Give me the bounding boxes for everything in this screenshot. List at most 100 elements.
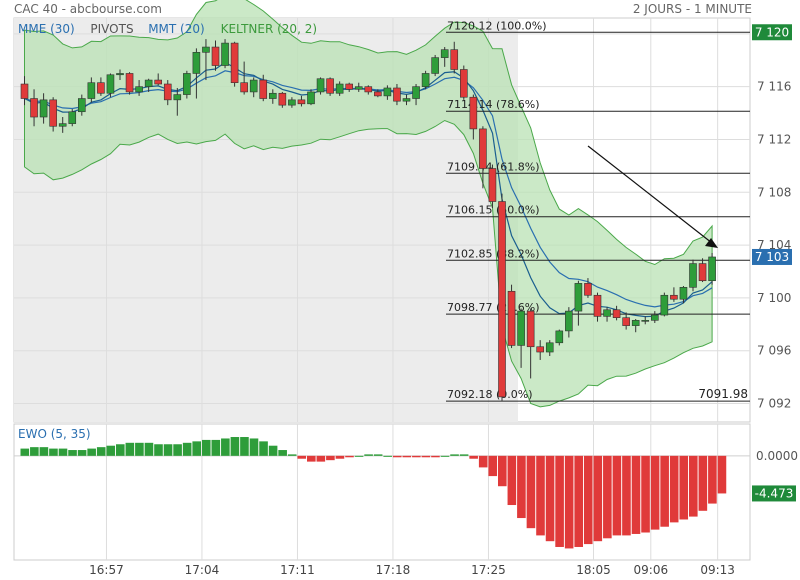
candle-body <box>297 99 306 105</box>
candle-body <box>106 74 115 94</box>
candle-body <box>335 83 344 94</box>
candle-body <box>440 49 449 58</box>
ewo-bar <box>221 438 230 456</box>
candle-body <box>135 86 143 93</box>
ewo-bar <box>154 444 163 456</box>
ewo-last-text: -4.473 <box>755 486 794 500</box>
ewo-bar <box>708 455 717 504</box>
candle-body <box>230 42 239 83</box>
ewo-bar <box>249 438 259 456</box>
ewo-bar <box>182 442 192 456</box>
fib-label: 7109.44 (61.8%) <box>447 160 540 173</box>
candle-body <box>39 99 48 118</box>
candle-body <box>565 310 573 332</box>
ewo-bar <box>488 455 498 477</box>
ewo-bar <box>211 439 221 456</box>
chart-title: CAC 40 - abcbourse.com <box>14 2 162 16</box>
axes: 16:57 17:04 17:11 17:18 17:25 18:05 09:06 09:13… <box>89 24 798 577</box>
legend-item: KELTNER (20, 2) <box>221 22 317 36</box>
fib-label: 7114.14 (78.6%) <box>447 98 540 111</box>
ewo-bar <box>660 455 669 527</box>
ewo-bar <box>87 448 96 456</box>
ewo-bar <box>478 455 488 468</box>
ewo-bar <box>603 455 612 539</box>
keltner-channel <box>24 0 713 408</box>
candle-body <box>545 342 554 353</box>
candle-body <box>202 46 210 53</box>
ewo-bar <box>412 455 421 458</box>
ewo-bar <box>125 442 135 456</box>
ewo-bar <box>68 450 77 456</box>
ewo-bar <box>49 448 58 456</box>
candle-body <box>526 310 535 348</box>
x-tick-label: 16:57 <box>89 563 124 577</box>
x-tick-label: 17:11 <box>280 563 315 577</box>
candle-body <box>345 83 354 90</box>
candle-body <box>517 310 525 346</box>
candle-body <box>144 79 153 87</box>
candle-body <box>87 82 96 99</box>
candle-body <box>698 263 707 282</box>
candle-body <box>393 87 401 102</box>
ewo-bar <box>421 455 431 458</box>
ewo-bar <box>240 437 249 456</box>
x-tick-label: 17:25 <box>471 563 506 577</box>
high-price-marker-box <box>752 24 792 41</box>
candle-body <box>412 86 420 99</box>
ewo-bar <box>278 450 287 456</box>
candle-body <box>288 99 296 106</box>
candle-body <box>211 46 220 66</box>
ewo-bar <box>259 441 268 456</box>
candle-body <box>97 82 105 94</box>
ewo-bar <box>268 445 278 456</box>
ewo-bar <box>498 455 507 487</box>
candle-body <box>307 91 315 105</box>
high-price-marker-text: 7 120 <box>755 25 789 39</box>
candle-body <box>641 320 650 322</box>
fib-label: 7098.77 (23.6%) <box>447 301 540 314</box>
candle-body <box>402 98 411 102</box>
ewo-bar <box>30 447 39 456</box>
ewo-title: EWO (5, 35) <box>18 427 91 441</box>
ewo-bar <box>135 442 144 456</box>
y-tick-label: 7 108 <box>757 185 791 199</box>
ewo-bar <box>593 455 603 542</box>
low-note: 7091.98 <box>698 387 748 401</box>
x-tick-label: 17:18 <box>376 563 411 577</box>
candle-body <box>679 287 688 300</box>
candle-body <box>364 86 373 93</box>
ewo-bar <box>574 455 583 547</box>
ewo-bar <box>287 454 297 456</box>
candle-body <box>584 283 592 296</box>
ewo-bar <box>545 455 555 542</box>
candle-body <box>660 294 669 316</box>
ewo-bar <box>669 455 679 523</box>
ewo-bar <box>689 455 698 517</box>
fib-label: 7106.15 (50.0%) <box>447 204 540 217</box>
ewo-bar <box>517 455 526 519</box>
ewo-last-box <box>752 485 796 502</box>
candle-body <box>68 111 77 124</box>
candle-body <box>670 294 678 300</box>
candle-body <box>20 83 29 99</box>
candle-body <box>603 309 611 317</box>
candle-body <box>536 346 545 353</box>
y-tick-label: 7 116 <box>757 80 791 94</box>
ewo-bar <box>536 455 545 536</box>
candle-body <box>708 256 716 282</box>
ewo-bar <box>307 455 316 462</box>
ewo-bar <box>373 454 383 456</box>
y-tick-label: 7 100 <box>757 291 791 305</box>
ewo-bar <box>564 455 574 549</box>
legend-item: PIVOTS <box>90 22 133 36</box>
candle-body <box>116 73 124 76</box>
ewo-panel-frame <box>13 423 751 561</box>
candle-body <box>488 168 497 202</box>
y-tick-label: 7 092 <box>757 397 791 411</box>
ewo-bar <box>96 447 106 456</box>
keltner-band <box>24 0 713 408</box>
legend: MME (30) PIVOTS MMT (20) KELTNER (20, 2) <box>18 22 317 36</box>
last-price-box <box>752 248 792 265</box>
candle-body <box>326 78 334 94</box>
ewo-histogram: EWO (5, 35) <box>14 427 750 549</box>
